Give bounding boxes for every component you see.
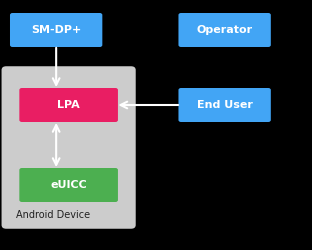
Text: Android Device: Android Device [16, 210, 90, 220]
FancyBboxPatch shape [19, 88, 118, 122]
FancyBboxPatch shape [19, 168, 118, 202]
Text: Operator: Operator [197, 25, 253, 35]
FancyBboxPatch shape [178, 88, 271, 122]
Text: SM-DP+: SM-DP+ [31, 25, 81, 35]
FancyBboxPatch shape [178, 13, 271, 47]
Text: eUICC: eUICC [50, 180, 87, 190]
Text: End User: End User [197, 100, 253, 110]
FancyBboxPatch shape [10, 13, 102, 47]
FancyBboxPatch shape [2, 66, 136, 229]
Text: LPA: LPA [57, 100, 80, 110]
